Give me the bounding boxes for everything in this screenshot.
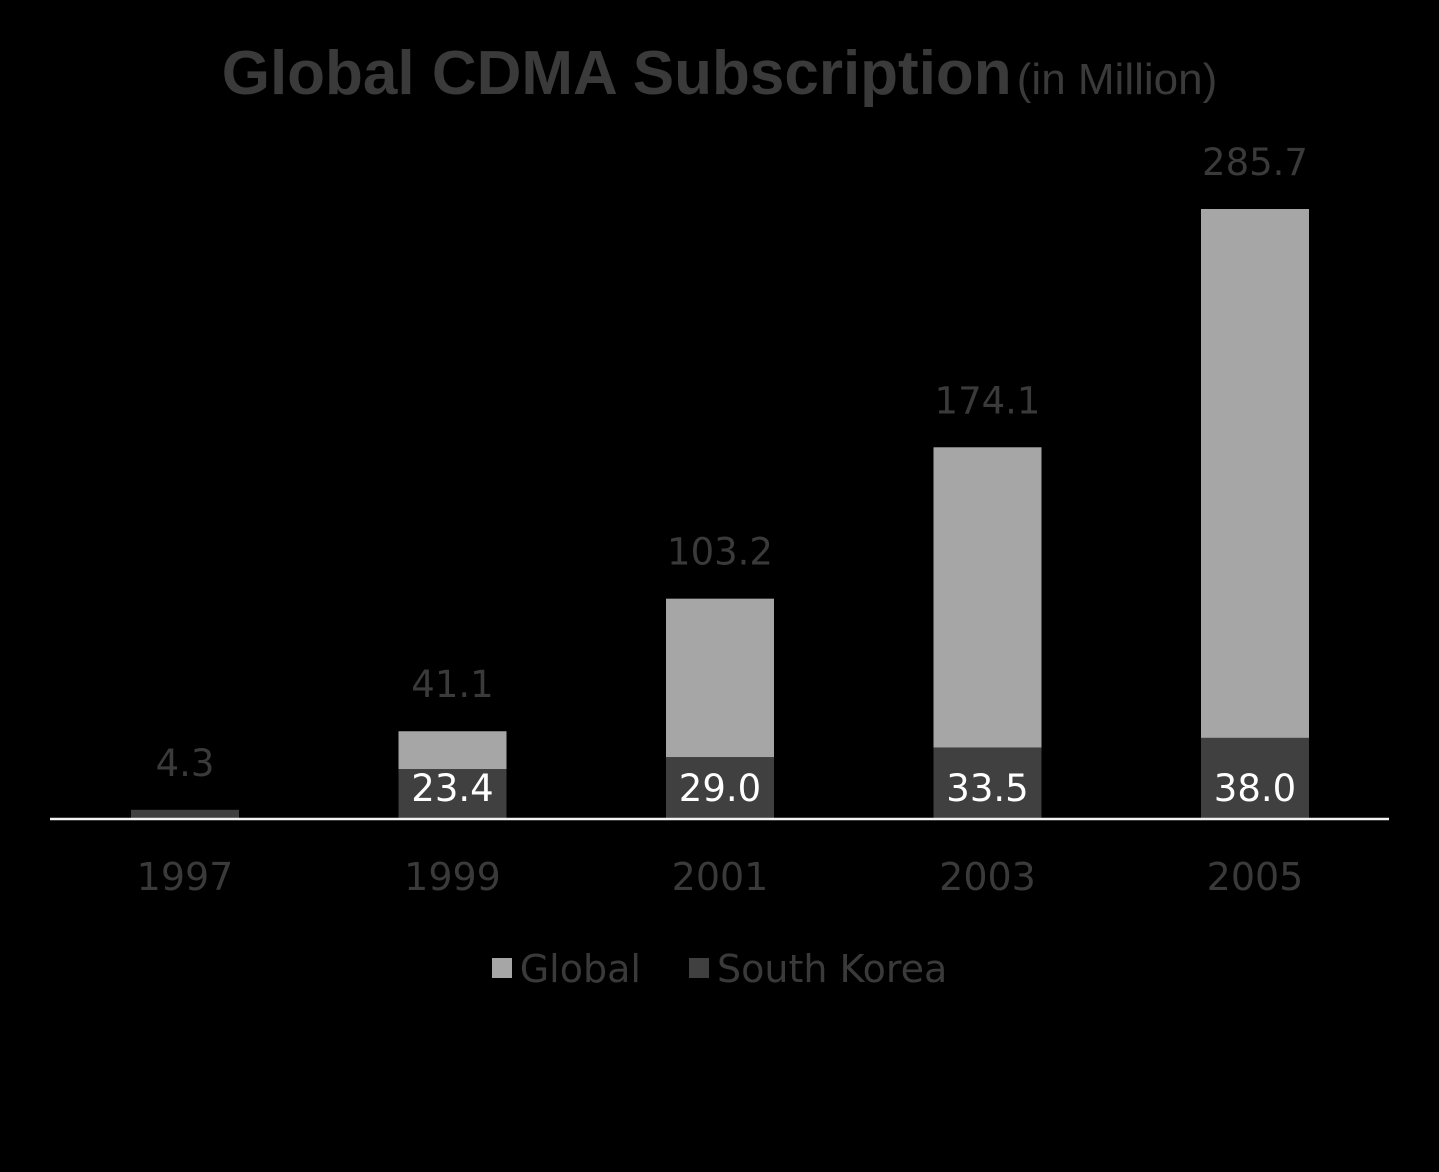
data-label-total-2005: 285.7 [1202, 141, 1308, 184]
bar-south-korea-2003 [933, 747, 1042, 819]
legend-label-global: Global [519, 947, 641, 991]
legend-item-south-korea: South Korea [689, 947, 947, 991]
data-label-south-korea-2005: 38.0 [1214, 767, 1296, 810]
data-label-total-2001: 103.2 [667, 531, 773, 574]
bar-global-1999 [398, 731, 507, 770]
legend-swatch-global [491, 958, 512, 978]
legend-item-global: Global [491, 947, 641, 991]
bar-south-korea-1997 [131, 809, 239, 819]
x-tick-label-2001: 2001 [672, 855, 769, 899]
bar-south-korea-2001 [666, 757, 774, 819]
chart-title-unit: (in Million) [1016, 55, 1218, 104]
legend-label-south-korea: South Korea [717, 947, 948, 991]
bar-global-2001 [666, 598, 774, 758]
x-tick-label-1997: 1997 [137, 855, 234, 899]
x-tick-label-1999: 1999 [404, 855, 501, 899]
legend-swatch-south-korea [689, 958, 710, 978]
chart-title: Global CDMA Subscription (in Million) [0, 38, 1439, 109]
data-label-south-korea-2003: 33.5 [946, 767, 1028, 810]
x-tick-label-2005: 2005 [1207, 855, 1304, 899]
bar-south-korea-1999 [398, 769, 507, 819]
bar-global-2005 [1201, 209, 1309, 738]
data-label-south-korea-1999: 23.4 [411, 767, 493, 810]
bar-global-2003 [933, 447, 1042, 748]
data-label-total-2003: 174.1 [935, 379, 1041, 422]
data-label-south-korea-2001: 29.0 [679, 767, 761, 810]
bar-south-korea-2005 [1201, 737, 1309, 819]
chart-title-main: Global CDMA Subscription [221, 39, 1012, 108]
chart-legend: Global South Korea [0, 947, 1439, 991]
x-tick-label-2003: 2003 [939, 855, 1036, 899]
data-label-total-1999: 41.1 [411, 663, 493, 706]
data-label-total-1997: 4.3 [156, 742, 215, 785]
